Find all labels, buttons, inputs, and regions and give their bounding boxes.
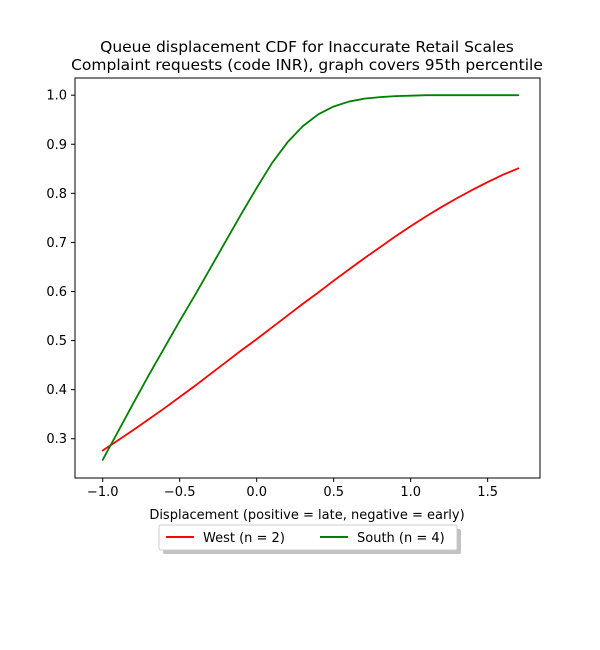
x-axis: −1.0 −0.5 0.0 0.5 1.0 1.5	[87, 478, 498, 500]
y-tick-label: 0.6	[46, 285, 67, 300]
legend-label-south: South (n = 4)	[357, 531, 445, 546]
legend-box	[158, 524, 458, 551]
series-lines	[101, 94, 520, 461]
x-tick-label: 0.5	[323, 485, 344, 500]
legend: West (n = 2) South (n = 4)	[158, 524, 461, 554]
y-tick-label: 0.7	[46, 236, 67, 251]
y-tick-label: 0.5	[46, 334, 67, 349]
y-tick-label: 0.3	[46, 432, 67, 447]
x-tick-label: 1.0	[400, 485, 421, 500]
plot-area-frame	[74, 77, 541, 479]
chart-title-line-1: Queue displacement CDF for Inaccurate Re…	[100, 38, 514, 56]
y-tick-label: 1.0	[46, 89, 67, 104]
x-tick-label: 1.5	[477, 485, 498, 500]
x-tick-label: −1.0	[87, 485, 119, 500]
y-axis: 0.3 0.4 0.5 0.6 0.7 0.8 0.9 1.0	[46, 89, 75, 447]
y-tick-label: 0.8	[46, 187, 67, 202]
x-tick-label: −0.5	[164, 485, 196, 500]
y-tick-label: 0.4	[46, 383, 67, 398]
legend-label-west: West (n = 2)	[203, 531, 285, 546]
x-axis-label: Displacement (positive = late, negative …	[149, 508, 464, 523]
x-tick-label: 0.0	[246, 485, 267, 500]
y-tick-label: 0.9	[46, 138, 67, 153]
chart-title-line-2: Complaint requests (code INR), graph cov…	[71, 56, 543, 74]
series-line-west	[101, 167, 520, 452]
series-line-south	[101, 94, 520, 461]
